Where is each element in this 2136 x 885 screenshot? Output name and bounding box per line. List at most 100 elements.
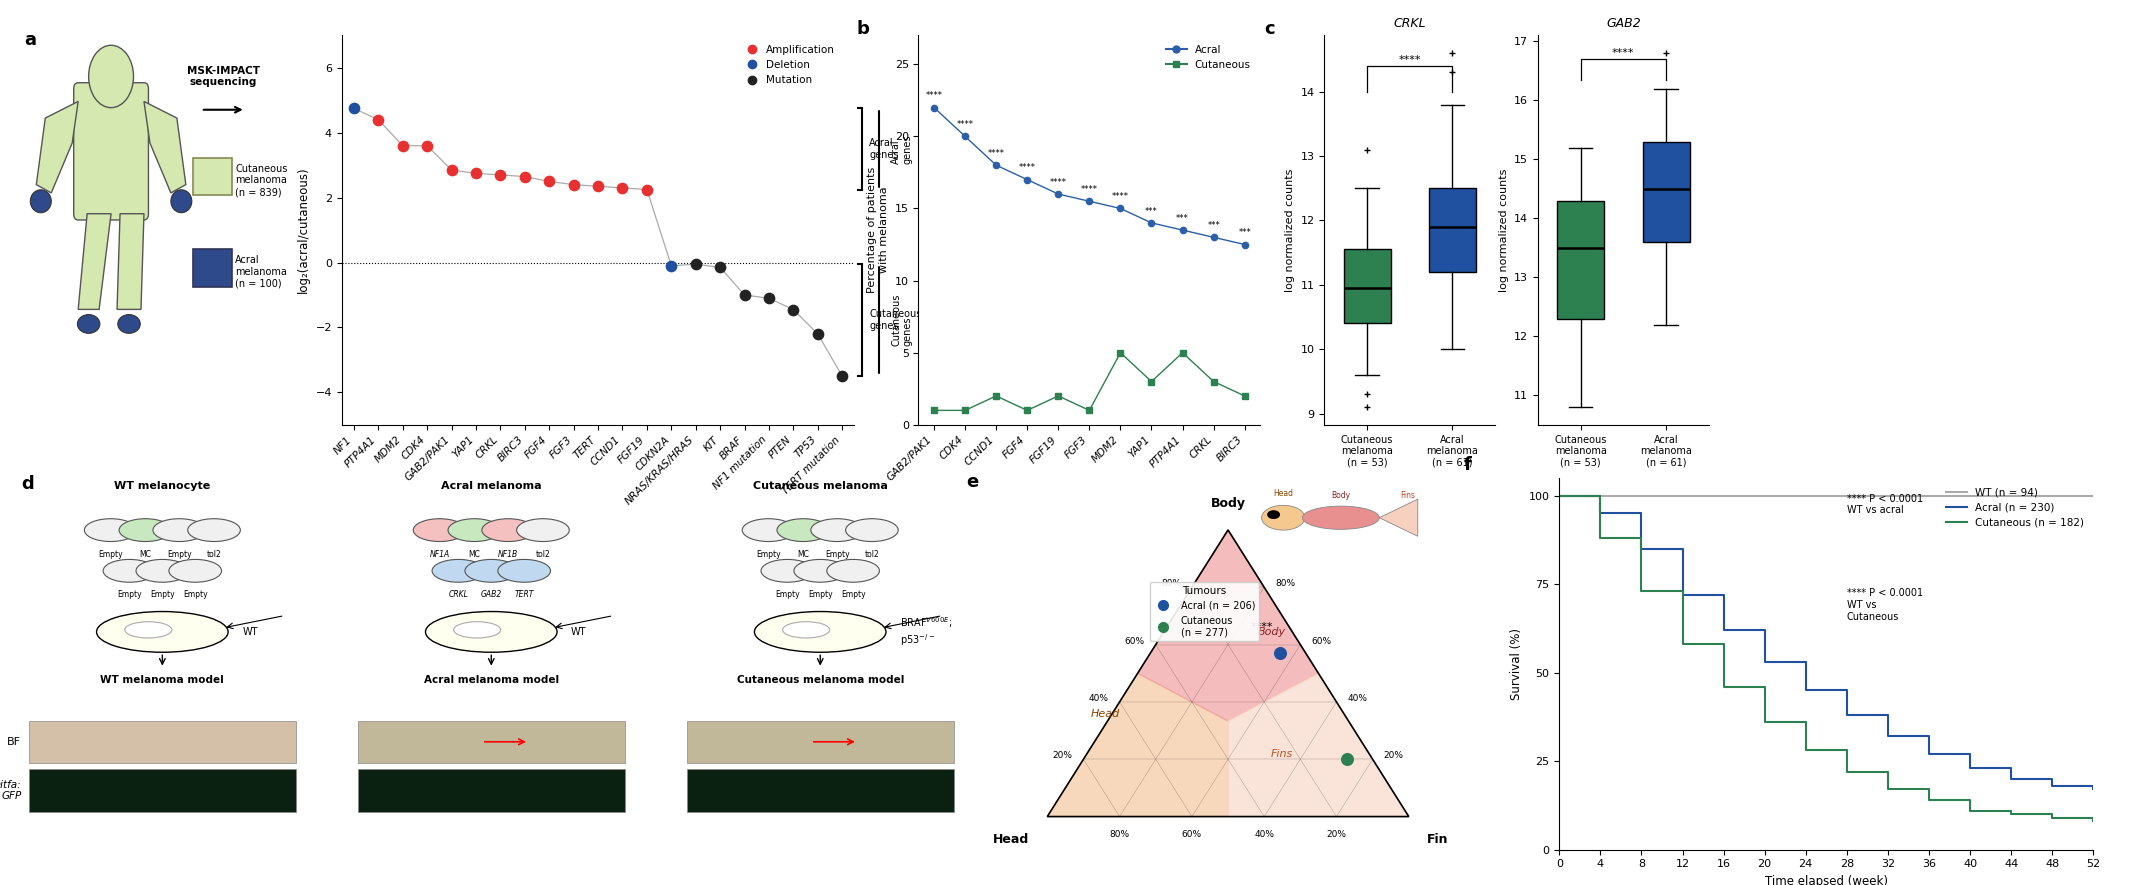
WT (n = 94) — [2080, 490, 2106, 501]
WT (n = 94) — [1957, 490, 1982, 501]
Y-axis label: Percentage of patients
with melanoma: Percentage of patients with melanoma — [867, 167, 889, 293]
WT (n = 94) — [1752, 490, 1777, 501]
Text: e: e — [965, 473, 978, 491]
Text: 80%: 80% — [1109, 830, 1130, 839]
Text: 40%: 40% — [1254, 830, 1275, 839]
Cutaneous — [1077, 405, 1102, 416]
Text: 80%: 80% — [1275, 580, 1294, 589]
Text: GAB2: GAB2 — [481, 590, 502, 599]
Text: Cutaneous melanoma model: Cutaneous melanoma model — [737, 674, 904, 685]
Cutaneous — [1232, 390, 1258, 401]
Circle shape — [760, 559, 814, 582]
Acral — [1200, 232, 1226, 242]
Circle shape — [812, 519, 863, 542]
Text: Head: Head — [1273, 489, 1292, 498]
Title: CRKL: CRKL — [1393, 17, 1427, 30]
Text: 40%: 40% — [1348, 694, 1367, 703]
Cutaneous — [921, 405, 946, 416]
Point — [387, 139, 421, 153]
Text: f: f — [1463, 456, 1472, 473]
WT (n = 94) — [1835, 490, 1860, 501]
Ellipse shape — [754, 612, 886, 652]
Circle shape — [795, 559, 846, 582]
Acral (n = 230) — [2040, 781, 2066, 791]
Polygon shape — [1380, 499, 1418, 536]
Ellipse shape — [1303, 506, 1380, 529]
Cutaneous (n = 182) — [2040, 812, 2066, 823]
Text: ****: **** — [1613, 48, 1634, 58]
Ellipse shape — [1262, 505, 1305, 530]
Ellipse shape — [124, 621, 171, 638]
Text: 20%: 20% — [1326, 830, 1346, 839]
Line: Cutaneous: Cutaneous — [931, 350, 1247, 413]
FancyBboxPatch shape — [192, 158, 233, 195]
WT (n = 94) — [1670, 490, 1696, 501]
Text: 20%: 20% — [1053, 751, 1072, 760]
Text: a: a — [23, 31, 36, 49]
Acral (n = 230) — [1916, 749, 1942, 759]
FancyBboxPatch shape — [359, 769, 624, 812]
Line: Acral: Acral — [931, 104, 1247, 248]
PathPatch shape — [1344, 250, 1391, 323]
Text: BRAF$^{V600E}$;
p53$^{-/-}$: BRAF$^{V600E}$; p53$^{-/-}$ — [899, 615, 953, 649]
Cutaneous (n = 182) — [1835, 766, 1860, 777]
Text: TERT: TERT — [515, 590, 534, 599]
Point — [434, 163, 468, 177]
Acral — [983, 160, 1008, 171]
Text: Empty: Empty — [824, 550, 850, 558]
Circle shape — [498, 559, 551, 582]
Ellipse shape — [171, 189, 192, 212]
Text: Fins: Fins — [1401, 490, 1416, 500]
Point — [703, 260, 737, 274]
Text: WT melanocyte: WT melanocyte — [113, 481, 211, 491]
Y-axis label: log normalized counts: log normalized counts — [1286, 168, 1294, 292]
Text: Head: Head — [993, 833, 1030, 846]
Acral — [1077, 196, 1102, 206]
Text: Fins: Fins — [1271, 749, 1294, 759]
Text: **** P < 0.0001
WT vs
Cutaneous: **** P < 0.0001 WT vs Cutaneous — [1848, 589, 1922, 621]
Text: NF1B: NF1B — [498, 550, 519, 558]
Acral — [1015, 174, 1040, 185]
Legend: Amplification, Deletion, Mutation: Amplification, Deletion, Mutation — [737, 41, 839, 89]
Circle shape — [90, 45, 135, 108]
Text: ***: *** — [1177, 214, 1190, 223]
Acral — [1045, 189, 1070, 199]
Text: Empty: Empty — [98, 550, 124, 558]
Point — [752, 291, 786, 305]
WT (n = 94) — [1999, 490, 2025, 501]
Circle shape — [449, 519, 500, 542]
Cutaneous — [1015, 405, 1040, 416]
Polygon shape — [117, 213, 143, 310]
Text: Body: Body — [1331, 490, 1350, 500]
WT (n = 94) — [1628, 490, 1653, 501]
Point — [775, 303, 810, 317]
Cutaneous (n = 182) — [1957, 805, 1982, 816]
Point — [557, 178, 592, 192]
Acral (n = 230) — [1628, 543, 1653, 554]
Text: CRKL: CRKL — [449, 590, 468, 599]
Y-axis label: log₂(acral/cutaneous): log₂(acral/cutaneous) — [297, 166, 310, 294]
Circle shape — [83, 519, 137, 542]
WT (n = 94) — [1711, 490, 1737, 501]
Text: ****: **** — [987, 149, 1004, 158]
Text: Cutaneous
genes: Cutaneous genes — [891, 294, 912, 346]
Point — [654, 258, 688, 273]
Acral — [1232, 239, 1258, 250]
Circle shape — [154, 519, 205, 542]
Circle shape — [103, 559, 156, 582]
Y-axis label: log normalized counts: log normalized counts — [1499, 168, 1508, 292]
FancyBboxPatch shape — [30, 720, 295, 763]
Acral (n = 230) — [1999, 773, 2025, 784]
Cutaneous (n = 182) — [1546, 490, 1572, 501]
Cutaneous (n = 182) — [1628, 586, 1653, 596]
Point — [801, 327, 835, 341]
Cutaneous (n = 182) — [1670, 639, 1696, 650]
Acral (n = 230) — [1835, 710, 1860, 720]
Circle shape — [483, 519, 534, 542]
Text: Empty: Empty — [842, 590, 865, 599]
Text: NF1A: NF1A — [429, 550, 451, 558]
Circle shape — [846, 519, 899, 542]
WT (n = 94) — [1546, 490, 1572, 501]
Point — [581, 179, 615, 193]
Ellipse shape — [782, 621, 829, 638]
